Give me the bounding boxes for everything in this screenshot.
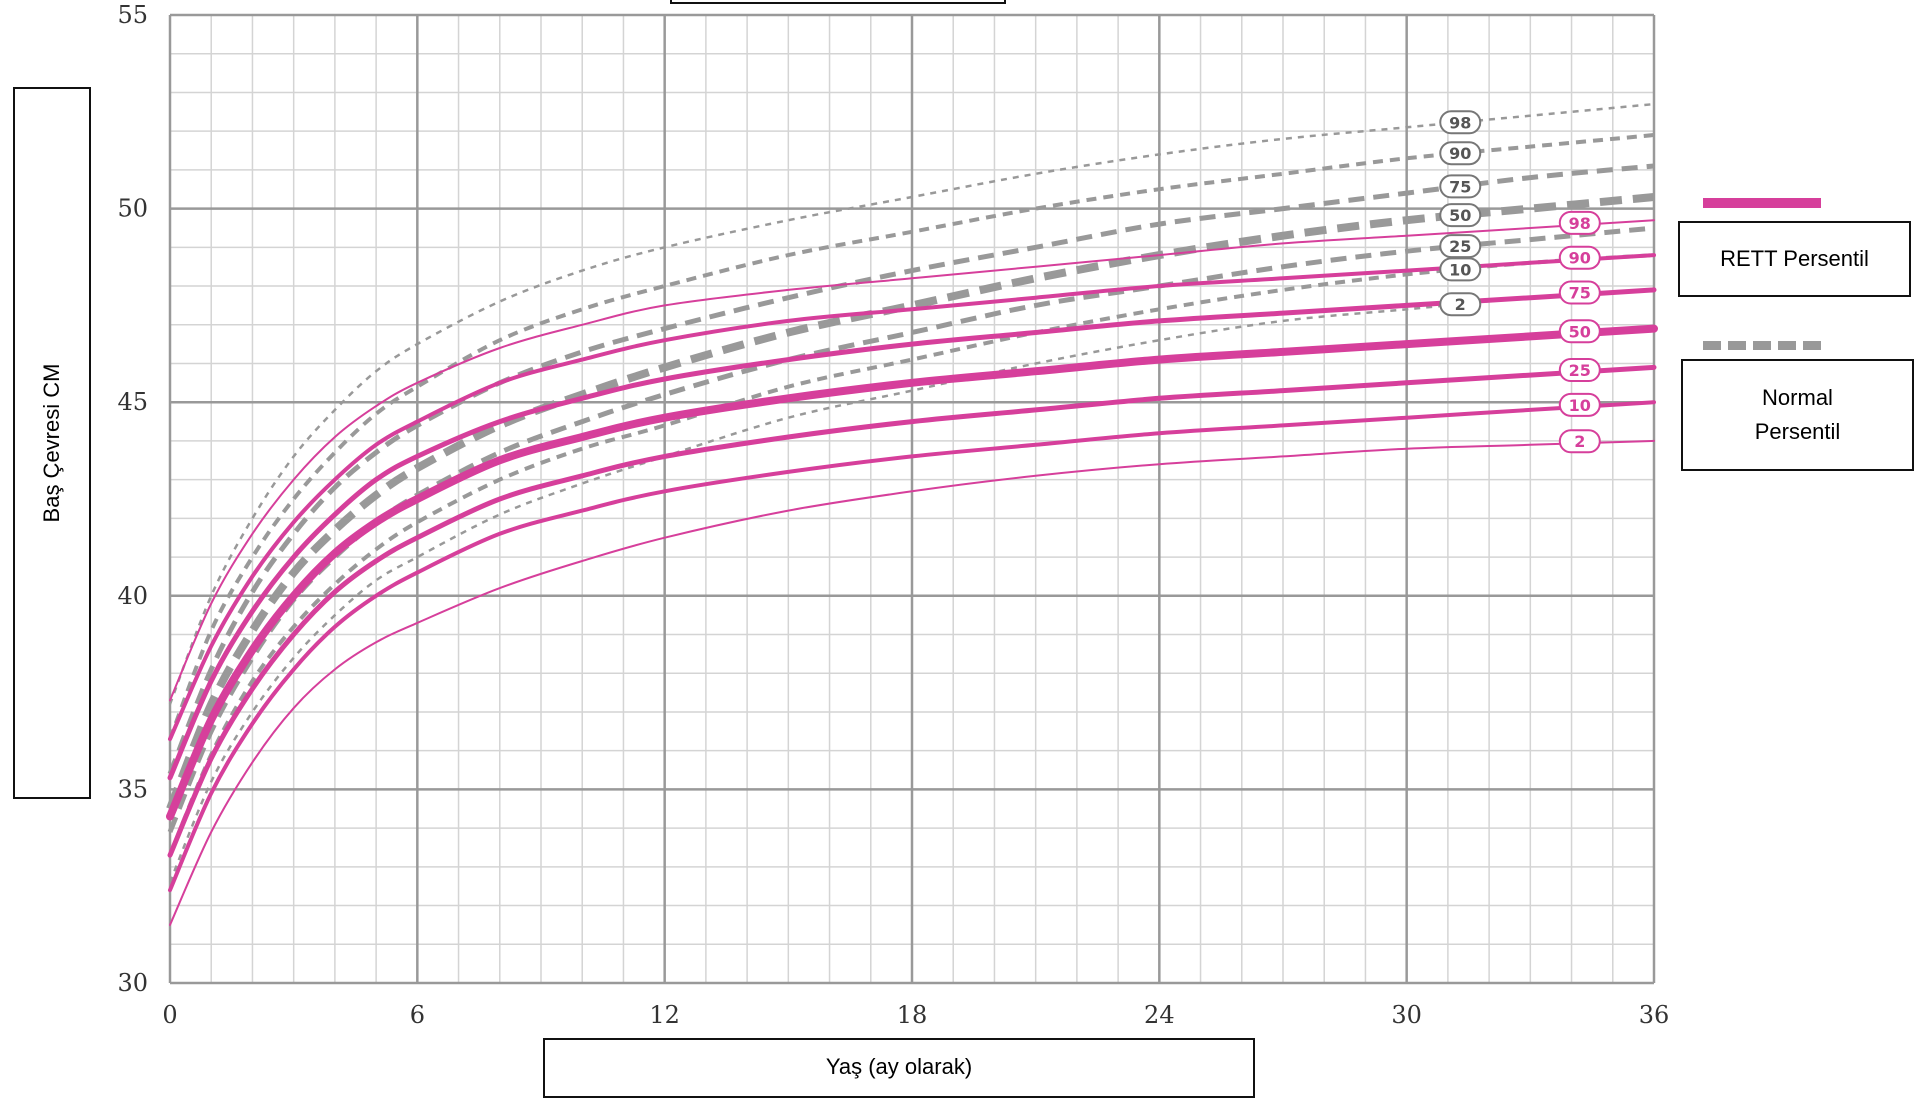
svg-text:25: 25 bbox=[1569, 361, 1591, 380]
y-tick-label: 35 bbox=[117, 775, 148, 803]
normal-percentile-line-98 bbox=[168, 102, 1655, 705]
legend-label-normal: Normal Persentil bbox=[1754, 385, 1841, 444]
legend-swatch-normal bbox=[1703, 341, 1821, 350]
legend-rett-box: RETT Persentil bbox=[1678, 221, 1911, 297]
rett-percentile-lines bbox=[166, 219, 1658, 926]
rett-percentile-label-25: 25 bbox=[1558, 357, 1601, 382]
normal-percentile-label-25: 25 bbox=[1439, 234, 1482, 259]
normal-percentile-line-50 bbox=[166, 193, 1655, 811]
svg-text:10: 10 bbox=[1449, 260, 1471, 279]
y-tick-label: 55 bbox=[117, 1, 148, 29]
svg-text:50: 50 bbox=[1569, 322, 1591, 341]
x-axis-label-box: Yaş (ay olarak) bbox=[543, 1038, 1255, 1098]
rett-percentile-line-50 bbox=[166, 324, 1658, 821]
svg-text:25: 25 bbox=[1449, 237, 1471, 256]
legend-swatch-rett bbox=[1703, 198, 1821, 208]
rett-percentile-line-2 bbox=[169, 439, 1655, 926]
y-tick-label: 50 bbox=[117, 195, 148, 223]
normal-percentile-label-10: 10 bbox=[1439, 257, 1482, 282]
x-tick-label: 24 bbox=[1144, 1001, 1175, 1029]
x-tick-label: 6 bbox=[410, 1001, 425, 1029]
svg-text:50: 50 bbox=[1449, 206, 1471, 225]
rett-percentile-line-25 bbox=[167, 364, 1657, 858]
svg-text:10: 10 bbox=[1569, 396, 1591, 415]
rett-percentile-label-10: 10 bbox=[1558, 392, 1601, 417]
rett-percentile-label-90: 90 bbox=[1558, 245, 1601, 270]
normal-percentile-label-98: 98 bbox=[1439, 110, 1482, 135]
rett-percentile-label-2: 2 bbox=[1558, 429, 1601, 454]
rett-percentile-line-90 bbox=[168, 253, 1656, 742]
normal-percentile-line-75 bbox=[167, 163, 1655, 775]
normal-percentile-label-90: 90 bbox=[1439, 141, 1482, 166]
rett-percentile-line-98 bbox=[169, 219, 1655, 702]
svg-text:2: 2 bbox=[1455, 295, 1466, 314]
y-axis-label: Baş Çevresi CM bbox=[39, 363, 64, 523]
x-tick-label: 12 bbox=[649, 1001, 680, 1029]
svg-text:75: 75 bbox=[1449, 177, 1471, 196]
y-tick-label: 40 bbox=[117, 582, 148, 610]
rett-percentile-label-98: 98 bbox=[1558, 210, 1601, 235]
svg-text:2: 2 bbox=[1574, 432, 1585, 451]
normal-percentile-line-90 bbox=[168, 133, 1655, 740]
svg-text:98: 98 bbox=[1449, 113, 1471, 132]
svg-text:75: 75 bbox=[1569, 284, 1591, 303]
normal-percentile-line-2 bbox=[168, 288, 1655, 883]
x-tick-label: 36 bbox=[1639, 1001, 1670, 1029]
normal-percentile-line-10 bbox=[168, 253, 1655, 856]
svg-text:90: 90 bbox=[1449, 144, 1471, 163]
y-tick-label: 30 bbox=[117, 969, 148, 997]
legend-label-rett: RETT Persentil bbox=[1720, 246, 1869, 271]
y-axis-label-box: Baş Çevresi CM bbox=[13, 87, 91, 799]
y-tick-label: 45 bbox=[117, 388, 148, 416]
top-label-box bbox=[670, 0, 1006, 4]
svg-text:98: 98 bbox=[1569, 214, 1591, 233]
rett-percentile-line-75 bbox=[167, 287, 1657, 781]
grid-major bbox=[168, 13, 1656, 985]
svg-text:90: 90 bbox=[1569, 249, 1591, 268]
rett-percentile-label-75: 75 bbox=[1558, 280, 1601, 305]
axis-tick-labels: 0 6 12 18 24 30 36 30 35 40 45 50 55 bbox=[117, 1, 1669, 1029]
x-axis-label: Yaş (ay olarak) bbox=[825, 1054, 973, 1079]
normal-percentile-label-50: 50 bbox=[1439, 203, 1482, 228]
rett-percentile-line-10 bbox=[168, 400, 1656, 893]
x-tick-label: 0 bbox=[162, 1001, 177, 1029]
x-tick-label: 18 bbox=[897, 1001, 928, 1029]
rett-percentile-label-50: 50 bbox=[1558, 319, 1601, 344]
x-tick-label: 30 bbox=[1391, 1001, 1422, 1029]
normal-percentile-label-2: 2 bbox=[1439, 292, 1482, 317]
normal-percentile-label-75: 75 bbox=[1439, 174, 1482, 199]
legend-normal-box: Normal Persentil bbox=[1681, 359, 1914, 471]
percentile-end-labels: 98 90 75 50 25 10 2 98 90 75 50 25 10 2 bbox=[1439, 110, 1601, 454]
